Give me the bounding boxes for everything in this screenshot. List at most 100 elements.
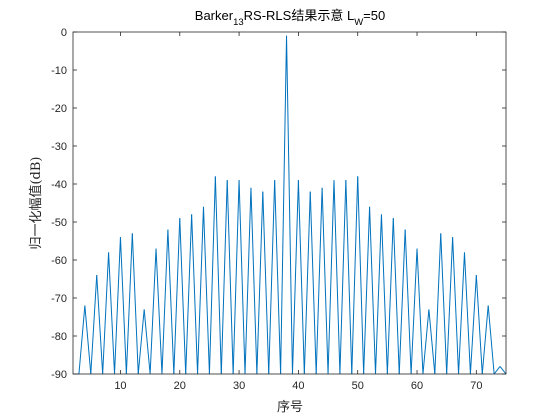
series-segment bbox=[434, 233, 442, 375]
axes-box bbox=[72, 31, 507, 375]
series-segment bbox=[380, 214, 388, 375]
series-segment bbox=[422, 309, 430, 375]
series-segment bbox=[440, 233, 448, 375]
title-suffix: =50 bbox=[363, 8, 385, 23]
series-segment bbox=[108, 252, 116, 375]
series-segment bbox=[291, 180, 299, 375]
title-middle-subscript: W bbox=[354, 17, 363, 28]
series-segment bbox=[78, 305, 86, 375]
series-segment bbox=[143, 309, 151, 375]
x-tick-label: 20 bbox=[174, 380, 186, 392]
series-segment bbox=[114, 237, 121, 375]
y-axis-label: 归一化幅值(dB) bbox=[28, 156, 44, 249]
chart-title: Barker13RS-RLS结果示意 LW=50 bbox=[195, 8, 385, 28]
series-segment bbox=[191, 214, 199, 375]
series-segment bbox=[155, 248, 163, 375]
y-tick-label: 0 bbox=[61, 27, 67, 39]
series-segment bbox=[357, 176, 365, 375]
series-segment bbox=[185, 214, 193, 375]
series-segment bbox=[375, 214, 382, 375]
x-tick-label: 10 bbox=[114, 380, 126, 392]
series-segment bbox=[167, 229, 175, 375]
series-segment bbox=[250, 187, 258, 375]
y-tick-label: -20 bbox=[51, 103, 67, 115]
series-segment bbox=[149, 248, 157, 375]
series-segment bbox=[428, 309, 436, 375]
y-tick-label: -70 bbox=[51, 293, 67, 305]
x-tick-label: 70 bbox=[470, 380, 482, 392]
series-segment bbox=[327, 180, 335, 375]
title-prefix-subscript: 13 bbox=[233, 17, 244, 28]
series-segment bbox=[232, 180, 240, 375]
series-segment bbox=[202, 206, 210, 375]
title-middle: RS-RLS结果示意 L bbox=[244, 8, 355, 23]
series-segment bbox=[499, 366, 507, 375]
series-segment bbox=[286, 35, 293, 375]
series-segment bbox=[90, 275, 98, 375]
series-segment bbox=[268, 180, 276, 375]
series-segment bbox=[197, 206, 204, 375]
series-segment bbox=[119, 237, 127, 375]
x-tick-label: 40 bbox=[292, 380, 304, 392]
series-segment bbox=[416, 248, 424, 375]
series-segment bbox=[125, 233, 133, 375]
y-tick-label: -80 bbox=[51, 331, 67, 343]
series-segment bbox=[208, 176, 216, 375]
y-tick-label: -40 bbox=[51, 179, 67, 191]
series-segment bbox=[463, 252, 471, 375]
y-tick-label: -60 bbox=[51, 255, 67, 267]
series-segment bbox=[481, 305, 489, 375]
series-segment bbox=[410, 248, 418, 375]
series-segment bbox=[244, 187, 252, 375]
series-segment bbox=[280, 35, 288, 375]
series-segment bbox=[256, 191, 264, 375]
x-tick-label: 30 bbox=[233, 380, 245, 392]
series-segment bbox=[262, 191, 270, 375]
series-segment bbox=[351, 176, 359, 375]
x-tick-label: 50 bbox=[352, 380, 364, 392]
series-line bbox=[73, 35, 507, 375]
series-segment bbox=[404, 229, 412, 375]
series-segment bbox=[386, 218, 394, 375]
series-segment bbox=[102, 252, 110, 375]
series-segment bbox=[161, 229, 169, 375]
series-segment bbox=[446, 237, 454, 375]
series-segment bbox=[297, 180, 305, 375]
y-tick-label: -10 bbox=[51, 65, 67, 77]
series-segment bbox=[137, 309, 145, 375]
series-segment bbox=[173, 218, 181, 375]
series-layer bbox=[73, 35, 507, 375]
y-tick-label: -90 bbox=[51, 369, 67, 381]
series-segment bbox=[369, 206, 377, 375]
series-segment bbox=[274, 180, 282, 375]
series-segment bbox=[475, 275, 483, 375]
series-segment bbox=[469, 275, 477, 375]
series-segment bbox=[458, 252, 465, 375]
series-segment bbox=[131, 233, 139, 375]
series-segment bbox=[452, 237, 460, 375]
series-segment bbox=[333, 180, 341, 375]
x-tick-label: 60 bbox=[411, 380, 423, 392]
series-segment bbox=[487, 305, 495, 375]
series-segment bbox=[321, 187, 329, 375]
series-segment bbox=[226, 180, 234, 375]
series-segment bbox=[214, 176, 222, 375]
series-segment bbox=[363, 206, 371, 375]
series-segment bbox=[220, 180, 228, 375]
series-segment bbox=[179, 218, 187, 375]
series-segment bbox=[398, 229, 406, 375]
series-segment bbox=[339, 180, 347, 375]
x-axis-ticks: 10 20 30 40 50 60 70 bbox=[114, 32, 482, 392]
series-segment bbox=[345, 180, 353, 375]
title-prefix: Barker bbox=[195, 8, 234, 23]
y-tick-label: -50 bbox=[51, 217, 67, 229]
series-segment bbox=[392, 218, 400, 375]
x-axis-label: 序号 bbox=[277, 400, 303, 415]
series-segment bbox=[96, 275, 104, 375]
series-segment bbox=[84, 305, 92, 375]
series-segment bbox=[238, 180, 246, 375]
series-segment bbox=[309, 191, 317, 375]
series-segment bbox=[493, 366, 501, 375]
y-tick-label: -30 bbox=[51, 141, 67, 153]
